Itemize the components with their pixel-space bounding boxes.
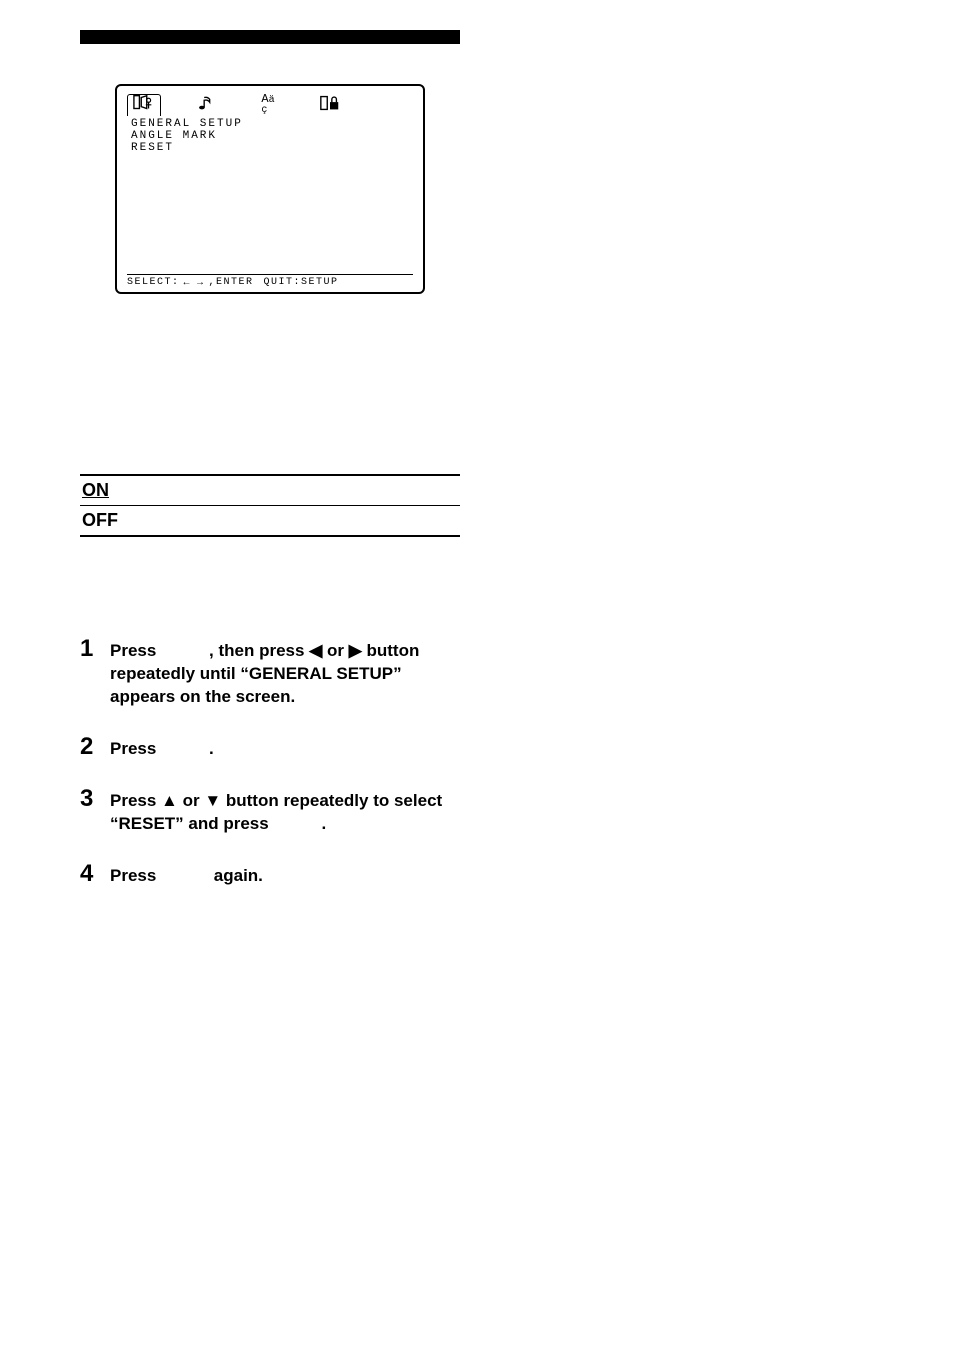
step-4: 4 Press again.	[80, 862, 460, 888]
page: Aäç GENERAL SETUP ANGLE MARK RESET SEL	[0, 0, 954, 1352]
step-text: Press ▲ or ▼ button repeatedly to select…	[110, 787, 460, 836]
tab-general-setup	[127, 94, 161, 116]
tab-audio	[189, 94, 223, 116]
options-table: ON OFF	[80, 474, 460, 537]
steps-list: 1 Press , then press ◀ or ▶ button repea…	[80, 637, 460, 888]
tv-panel: Aäç GENERAL SETUP ANGLE MARK RESET SEL	[115, 84, 425, 294]
lock-icon	[319, 94, 341, 117]
step-number: 4	[80, 862, 98, 888]
option-row-on: ON	[80, 476, 460, 506]
tab-row: Aäç	[117, 86, 423, 116]
tab-parental	[313, 94, 347, 116]
language-icon: Aäç	[261, 95, 274, 115]
menu-item-angle-mark: ANGLE MARK	[117, 130, 423, 142]
tab-language: Aäç	[251, 94, 285, 116]
menu-item-reset: RESET	[117, 142, 423, 154]
step-1: 1 Press , then press ◀ or ▶ button repea…	[80, 637, 460, 709]
footer-select-label: SELECT:	[127, 277, 180, 288]
camera-angle-icon	[133, 94, 155, 117]
arrow-left-icon: ←	[182, 277, 194, 288]
footer-enter-label: ,ENTER	[209, 277, 254, 288]
menu-title: GENERAL SETUP	[117, 116, 423, 130]
step-3: 3 Press ▲ or ▼ button repeatedly to sele…	[80, 787, 460, 836]
step-number: 1	[80, 637, 98, 709]
content-column: Aäç GENERAL SETUP ANGLE MARK RESET SEL	[80, 84, 460, 888]
step-number: 3	[80, 787, 98, 836]
tv-footer: SELECT: ← → ,ENTER QUIT:SETUP	[127, 274, 413, 288]
option-on-label: ON	[82, 480, 109, 500]
step-text: Press .	[110, 735, 214, 761]
step-text: Press again.	[110, 862, 263, 888]
step-2: 2 Press .	[80, 735, 460, 761]
header-rule	[80, 30, 460, 44]
arrow-right-icon: →	[195, 277, 207, 288]
step-text: Press , then press ◀ or ▶ button repeate…	[110, 637, 460, 709]
option-off-label: OFF	[82, 510, 118, 530]
option-row-off: OFF	[80, 506, 460, 536]
music-note-icon	[195, 94, 217, 117]
footer-quit-label: QUIT:SETUP	[264, 277, 339, 288]
step-number: 2	[80, 735, 98, 761]
